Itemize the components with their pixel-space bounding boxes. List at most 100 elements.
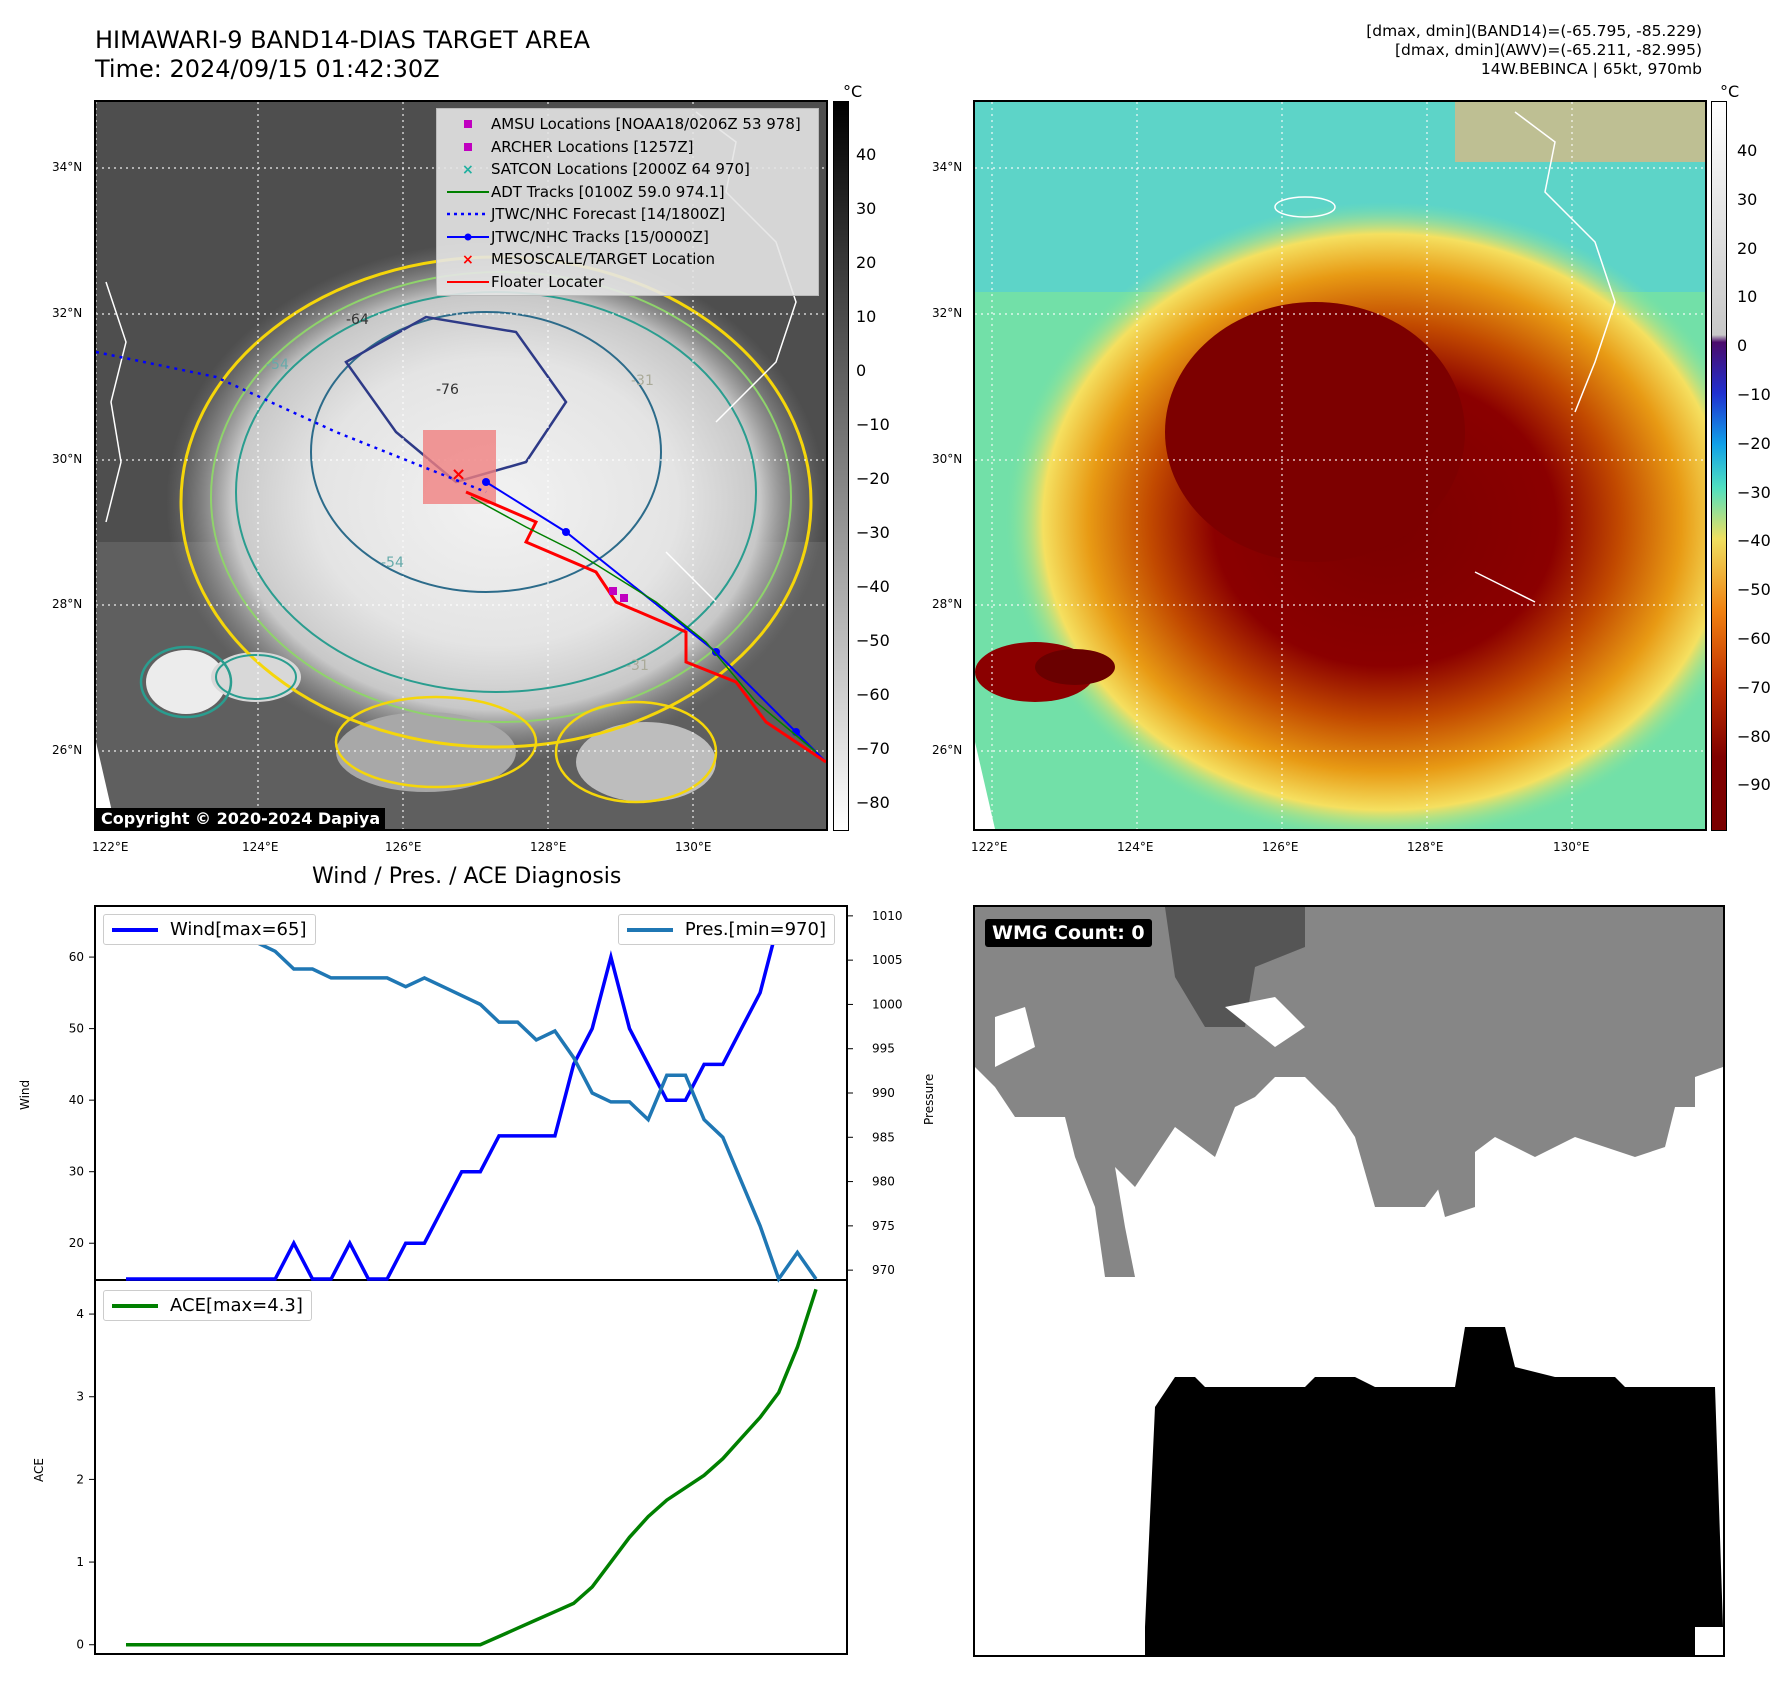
legend-item: × SATCON Locations [2000Z 64 970] xyxy=(445,158,810,181)
square-marker-icon xyxy=(445,139,491,155)
copyright-badge: Copyright © 2020-2024 Dapiya xyxy=(96,808,386,829)
colorbar-tick-label: 10 xyxy=(856,307,877,326)
ace-line xyxy=(126,1288,818,1647)
colorbar-tick-label: −80 xyxy=(1737,726,1771,746)
colorbar-tick-label: −50 xyxy=(856,631,890,650)
lon-label: 128°E xyxy=(530,840,567,854)
awv-colorbar xyxy=(1711,101,1727,831)
lat-label: 34°N xyxy=(932,160,963,174)
colorbar-unit: °C xyxy=(843,82,863,101)
awv-map-image xyxy=(975,102,1705,829)
svg-text:×: × xyxy=(462,162,474,177)
svg-text:×: × xyxy=(462,252,474,267)
colorbar-tick-label: −30 xyxy=(856,523,890,542)
legend-item: ARCHER Locations [1257Z] xyxy=(445,136,810,159)
lon-label: 122°E xyxy=(971,840,1008,854)
colorbar-tick-label: 0 xyxy=(1737,336,1748,356)
colorbar-tick-label: −20 xyxy=(1737,433,1771,453)
colorbar-tick-label: −30 xyxy=(1737,482,1771,502)
colorbar-tick-label: 10 xyxy=(1737,287,1758,307)
legend-line-icon xyxy=(112,927,158,932)
grayscale-colorbar xyxy=(833,101,849,831)
axis-tick-label: 4 xyxy=(76,1307,84,1321)
legend-item: JTWC/NHC Forecast [14/1800Z] xyxy=(445,203,810,226)
line-dot-icon xyxy=(445,229,491,245)
axis-tick-label: 990 xyxy=(872,1086,895,1100)
axis-tick-label: 995 xyxy=(872,1042,895,1056)
pressure-axis-label: Pressure xyxy=(922,1073,936,1125)
lat-label: 26°N xyxy=(52,743,83,757)
axis-tick-label: 985 xyxy=(872,1130,895,1144)
contour-label: -31 xyxy=(631,373,654,389)
diagnosis-title: Wind / Pres. / ACE Diagnosis xyxy=(312,864,622,889)
x-marker-icon: × xyxy=(445,161,491,178)
map-legend: AMSU Locations [NOAA18/0206Z 53 978] ARC… xyxy=(436,108,819,296)
lat-label: 26°N xyxy=(932,743,963,757)
axis-tick-label: 1005 xyxy=(872,953,903,967)
axis-tick-label: 3 xyxy=(76,1390,84,1404)
contour-label: -64 xyxy=(346,312,369,328)
colorbar-tick-label: −70 xyxy=(856,739,890,758)
colorbar-tick-label: −60 xyxy=(1737,629,1771,648)
wmg-count-badge: WMG Count: 0 xyxy=(985,919,1152,947)
colorbar-tick-label: 20 xyxy=(856,253,877,272)
lat-label: 30°N xyxy=(932,452,963,466)
storm-info: 14W.BEBINCA | 65kt, 970mb xyxy=(1480,60,1702,78)
contour-label: -54 xyxy=(266,357,289,373)
figure-time: Time: 2024/09/15 01:42:30Z xyxy=(95,55,440,83)
colorbar-tick-label: −40 xyxy=(1737,531,1771,551)
lon-label: 126°E xyxy=(385,840,422,854)
colorbar-tick-label: −20 xyxy=(856,469,890,488)
lon-label: 124°E xyxy=(242,840,279,854)
axis-tick-label: 20 xyxy=(69,1236,84,1250)
lon-label: 124°E xyxy=(1117,840,1154,854)
axis-tick-label: 40 xyxy=(69,1093,84,1107)
colorbar-tick-label: 20 xyxy=(1737,238,1758,258)
ace-axis-label: ACE xyxy=(32,1458,46,1482)
colorbar-tick-label: 40 xyxy=(856,145,877,164)
contour-label: -54 xyxy=(381,555,404,571)
colorbar-tick-label: −60 xyxy=(856,685,890,704)
line-icon xyxy=(445,184,491,200)
colorbar-tick-label: −40 xyxy=(856,577,890,596)
contour-label: -31 xyxy=(626,658,649,674)
colorbar-tick-label: −10 xyxy=(1737,385,1771,404)
wmg-image xyxy=(975,907,1723,1655)
legend-line-icon xyxy=(112,1303,158,1308)
legend-item: JTWC/NHC Tracks [15/0000Z] xyxy=(445,226,810,249)
lon-label: 130°E xyxy=(675,840,712,854)
axis-tick-label: 30 xyxy=(69,1165,84,1179)
axis-tick-label: 50 xyxy=(69,1022,84,1036)
figure-title: HIMAWARI-9 BAND14-DIAS TARGET AREA xyxy=(95,26,591,54)
lat-label: 32°N xyxy=(52,306,83,320)
lon-label: 130°E xyxy=(1553,840,1590,854)
colorbar-tick-label: −80 xyxy=(856,793,890,812)
lon-label: 128°E xyxy=(1407,840,1444,854)
awv-map-panel xyxy=(973,100,1707,831)
colorbar-tick-label: 30 xyxy=(856,199,877,218)
lat-label: 28°N xyxy=(52,597,83,611)
axis-tick-label: 980 xyxy=(872,1175,895,1189)
axis-tick-label: 975 xyxy=(872,1219,895,1233)
legend-line-icon xyxy=(626,927,673,932)
wmg-panel: WMG Count: 0 xyxy=(973,905,1725,1657)
colorbar-tick-label: 40 xyxy=(1737,141,1758,160)
wind-legend: Wind[max=65] xyxy=(103,914,316,945)
ace-legend: ACE[max=4.3] xyxy=(103,1290,312,1321)
axis-tick-label: 60 xyxy=(69,950,84,964)
square-marker-icon xyxy=(445,116,491,132)
legend-item: ADT Tracks [0100Z 59.0 974.1] xyxy=(445,181,810,204)
colorbar-tick-label: 0 xyxy=(856,361,867,380)
axis-tick-label: 970 xyxy=(872,1263,895,1277)
axis-tick-label: 0 xyxy=(76,1638,84,1652)
lat-label: 30°N xyxy=(52,452,83,466)
colorbar-tick-label: −10 xyxy=(856,415,890,434)
contour-label: -76 xyxy=(436,382,459,398)
lon-label: 122°E xyxy=(92,840,129,854)
lat-label: 28°N xyxy=(932,597,963,611)
colorbar-tick-label: 30 xyxy=(1737,189,1758,209)
svg-text:×: × xyxy=(451,464,466,485)
band14-range: [dmax, dmin](BAND14)=(-65.795, -85.229) xyxy=(1366,22,1702,40)
lat-label: 32°N xyxy=(932,306,963,320)
